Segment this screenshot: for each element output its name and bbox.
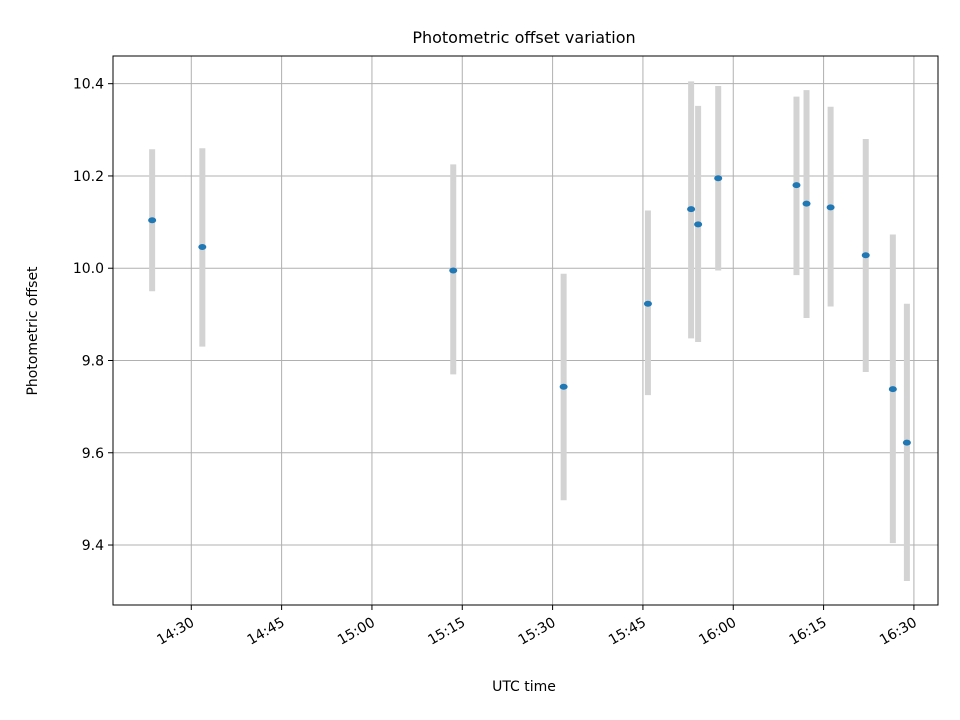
- y-tick-label: 10.0: [73, 261, 104, 277]
- y-axis-ticks: 9.4 9.6 9.8 10.0 10.2 10.4: [73, 77, 113, 554]
- data-point: [198, 243, 207, 250]
- data-point: [826, 204, 835, 211]
- y-tick-label: 9.6: [82, 446, 104, 462]
- y-tick-label: 10.2: [73, 169, 104, 185]
- data-point: [148, 217, 157, 224]
- data-point: [449, 267, 458, 274]
- y-tick-label: 10.4: [73, 77, 104, 93]
- data-point: [714, 175, 723, 182]
- y-tick-label: 9.8: [82, 353, 104, 369]
- grid: [113, 56, 938, 605]
- data-point: [802, 200, 811, 207]
- data-point: [559, 383, 568, 390]
- data-point: [643, 300, 652, 307]
- data-points: [148, 175, 911, 446]
- data-point: [694, 221, 703, 228]
- plot-frame: [112, 55, 939, 606]
- data-point: [888, 386, 897, 393]
- data-point: [861, 252, 870, 259]
- data-point: [687, 206, 696, 213]
- chart-title: Photometric offset variation: [412, 28, 635, 47]
- y-tick-label: 9.4: [82, 538, 104, 554]
- data-point: [792, 182, 801, 189]
- x-axis-label: UTC time: [492, 679, 556, 695]
- data-point: [902, 439, 911, 446]
- y-axis-label: Photometric offset: [25, 266, 41, 396]
